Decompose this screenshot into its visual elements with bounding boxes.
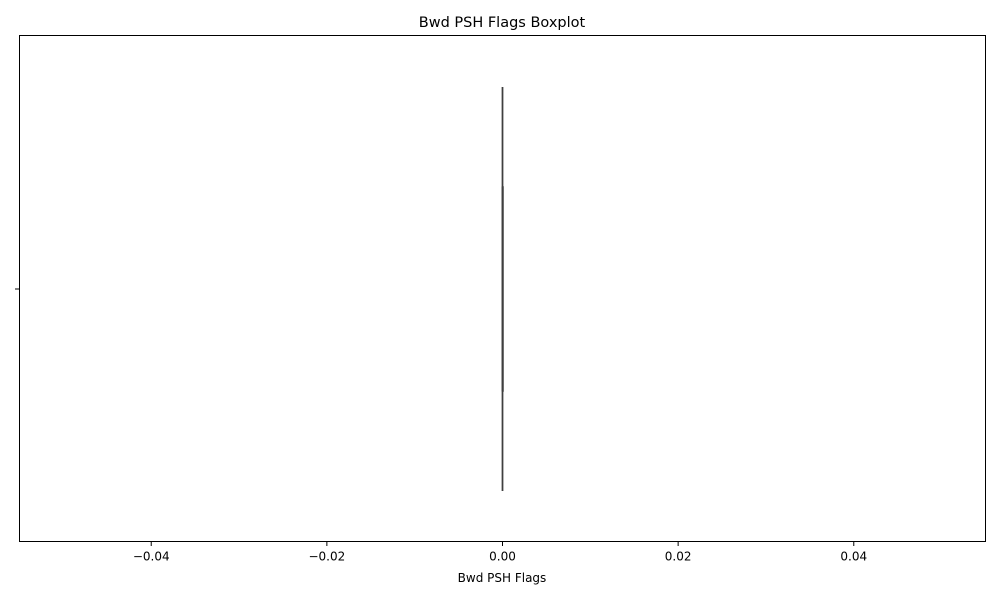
x-tick-label: 0.04 <box>840 550 867 564</box>
plot-area <box>501 87 504 491</box>
x-tick-label: −0.04 <box>133 550 170 564</box>
x-tick-label: −0.02 <box>308 550 345 564</box>
x-tick-label: 0.02 <box>665 550 692 564</box>
chart-title: Bwd PSH Flags Boxplot <box>419 15 586 31</box>
x-axis-label: Bwd PSH Flags <box>458 571 547 585</box>
x-tick-label: 0.00 <box>489 550 516 564</box>
x-axis: −0.04 −0.02 0.00 0.02 0.04 <box>133 541 867 564</box>
